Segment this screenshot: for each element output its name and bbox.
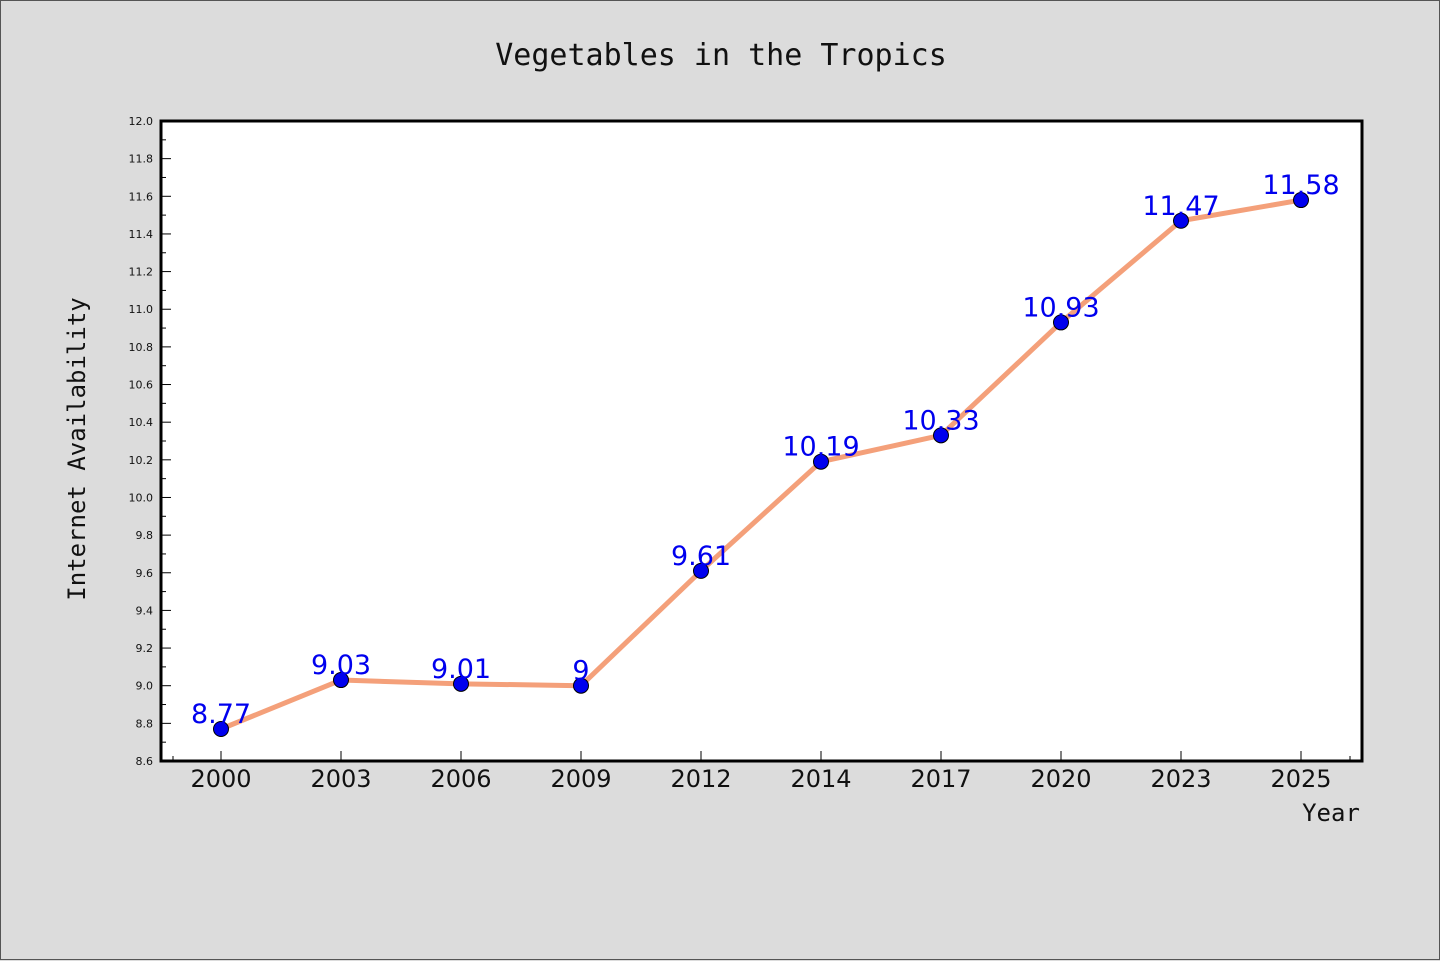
- data-label: 8.77: [191, 699, 251, 730]
- x-tick-label: 2000: [190, 765, 251, 793]
- x-tick-label: 2014: [790, 765, 851, 793]
- x-tick-label: 2006: [430, 765, 491, 793]
- x-tick-label: 2012: [670, 765, 731, 793]
- y-tick-label: 11.8: [129, 153, 154, 166]
- x-tick-label: 2017: [910, 765, 971, 793]
- series-line-path: [218, 197, 1304, 732]
- x-axis: 2000 2003 2006 2009 2012 2014 2017 2020 2023 2025: [172, 751, 1351, 793]
- data-label: 10.19: [782, 432, 859, 463]
- y-tick-label: 9.0: [136, 680, 154, 693]
- y-tick-label: 11.6: [129, 190, 154, 203]
- y-tick-label: 11.0: [129, 303, 154, 316]
- x-axis-label: Year: [1302, 799, 1360, 827]
- y-tick-label: 8.6: [136, 755, 154, 768]
- data-point-marker: [333, 672, 349, 689]
- x-tick-label: 2003: [310, 765, 371, 793]
- y-tick-label: 11.4: [129, 228, 154, 241]
- x-tick-label: 2023: [1150, 765, 1211, 793]
- data-label: 10.33: [902, 405, 979, 436]
- y-tick-label: 10.8: [129, 341, 154, 354]
- data-label: 9: [572, 656, 589, 687]
- y-tick-label: 12.0: [129, 115, 154, 128]
- data-point-marker: [933, 427, 949, 444]
- x-tick-label: 2009: [550, 765, 611, 793]
- data-point-marker: [573, 677, 589, 694]
- y-tick-label: 10.6: [129, 379, 154, 392]
- data-label: 9.03: [311, 650, 371, 681]
- data-label: 11.58: [1262, 170, 1339, 201]
- y-tick-label: 9.4: [136, 604, 154, 617]
- data-point-marker: [1293, 192, 1309, 209]
- x-tick-label: 2020: [1030, 765, 1091, 793]
- data-label: 10.93: [1022, 292, 1099, 323]
- data-point-marker: [813, 453, 829, 470]
- x-tick-label: 2025: [1270, 765, 1331, 793]
- data-point-marker: [1053, 314, 1069, 331]
- y-axis-label: Internet Availability: [63, 297, 91, 600]
- data-point-marker: [1173, 212, 1189, 229]
- y-axis: 8.6 8.8 9.0 9.2 9.4 9.6 9.8 10.0 10.2 10.4 10.6 10.…: [129, 115, 171, 768]
- data-label: 11.47: [1142, 191, 1219, 222]
- y-tick-label: 9.2: [136, 642, 154, 655]
- data-point-marker: [213, 721, 229, 737]
- y-tick-label: 10.4: [129, 416, 154, 429]
- data-label: 9.01: [431, 654, 491, 685]
- y-tick-label: 10.2: [129, 454, 154, 467]
- y-tick-label: 10.0: [129, 491, 154, 504]
- chart-title: Vegetables in the Tropics: [495, 38, 947, 73]
- y-tick-label: 9.6: [136, 567, 154, 580]
- y-tick-label: 11.2: [129, 266, 154, 279]
- series-line: 8.77 9.03 9.01 9 9.61 10.19 10.33 10.93 11.47 11.…: [191, 170, 1340, 737]
- data-point-marker: [453, 675, 469, 692]
- plot-area: [159, 119, 1364, 763]
- y-tick-label: 9.8: [136, 529, 154, 542]
- data-label: 9.61: [671, 541, 731, 572]
- y-tick-label: 8.8: [136, 717, 154, 730]
- data-point-marker: [693, 562, 709, 579]
